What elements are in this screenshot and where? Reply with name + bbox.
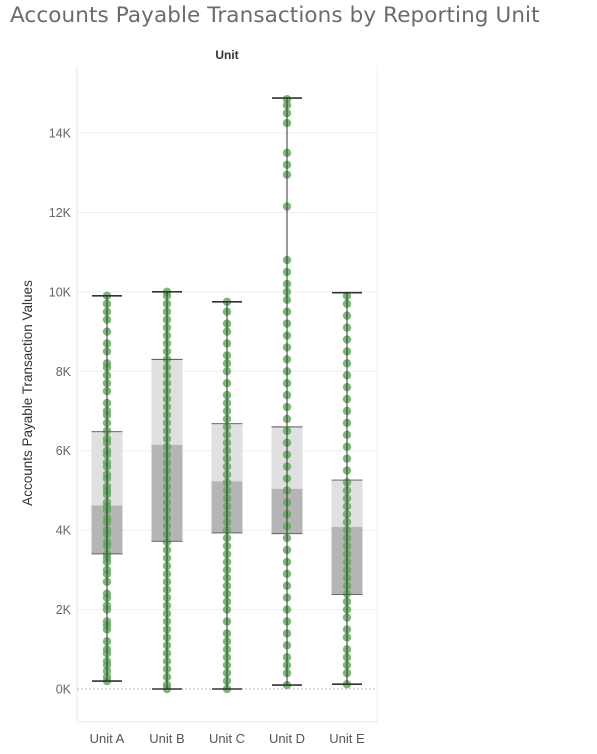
y-tick-label: 0K: [56, 683, 72, 697]
y-tick-label: 8K: [56, 365, 72, 379]
x-tick-label: Unit E: [329, 731, 365, 746]
whiskers: [91, 97, 363, 690]
x-tick-label: Unit D: [269, 731, 305, 746]
x-tick-label: Unit C: [209, 731, 245, 746]
x-tick-label: Unit B: [149, 731, 184, 746]
y-tick-label: 14K: [49, 127, 72, 141]
y-tick-label: 4K: [56, 524, 72, 538]
column-header: Unit: [215, 48, 239, 62]
y-tick-label: 2K: [56, 603, 72, 617]
y-axis-label: Accounts Payable Transaction Values: [20, 280, 35, 506]
y-axis-ticks: 0K 2K 4K 6K 8K 10K 12K 14K: [49, 127, 72, 697]
y-tick-label: 10K: [49, 285, 72, 299]
y-tick-label: 12K: [49, 206, 72, 220]
x-axis-ticks: Unit A Unit B Unit C Unit D Unit E: [90, 731, 365, 746]
chart-title: Accounts Payable Transactions by Reporti…: [10, 3, 540, 28]
x-tick-label: Unit A: [90, 731, 125, 746]
y-tick-label: 6K: [56, 444, 72, 458]
